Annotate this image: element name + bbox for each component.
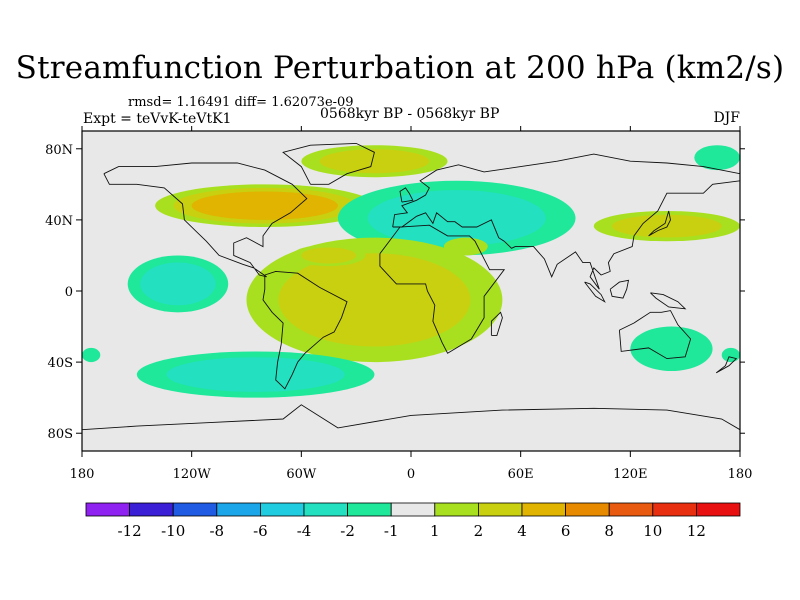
colorbar-swatch [303,502,348,517]
colorbar-swatch [652,502,697,517]
colorbar-swatch [608,502,654,517]
field-region-7-level-0 [630,326,713,371]
x-tick-label: 120E [613,467,647,482]
field-region-4-level-1 [278,253,471,347]
period-subtitle: 0568kyr BP - 0568kyr BP [320,106,500,122]
y-tick-label: 80N [45,143,73,158]
coastline-great-britain [399,187,414,203]
coastline-africa [379,224,506,354]
y-axis: 80N 40N 0 40S 80S [45,143,745,442]
colorbar-label: 12 [687,522,706,540]
coastline-borneo [609,279,630,299]
colorbar-swatch [565,502,610,517]
colorbar-swatch [521,502,566,517]
colorbar-label: -8 [209,522,224,540]
colorbar-label: 4 [517,522,527,540]
coastline-madagascar [490,311,503,336]
field-region-11-level-0 [82,347,101,363]
field-region-0-level-2 [191,191,338,220]
field-region-12-level-0 [721,347,740,363]
colorbar-swatch [434,502,479,517]
field-region-9-level-0 [694,145,740,171]
y-tick-label: 40N [45,214,73,229]
colorbar: -12 -10 -8 -6 -4 -2 -1 1 2 4 6 8 10 12 [85,502,741,540]
colorbar-swatch [172,502,218,517]
coastline-japan [648,210,671,237]
x-tick-label: 60W [286,467,317,482]
y-tick-label: 0 [65,285,73,300]
colorbar-label: -1 [384,522,399,540]
field-region-10-level-0 [443,237,488,256]
experiment-subtitle: Expt = teVvK-teVtK1 [83,111,232,127]
x-tick-label: 120W [173,467,212,482]
field-region-2-level-1 [367,190,546,247]
stats-subtitle: rmsd= 1.16491 diff= 1.62073e-09 [128,95,354,110]
y-tick-label: 40S [48,356,73,371]
field-region-3-level-1 [140,262,216,306]
coastline-sumatra [584,281,606,303]
x-axis: 180 120W 60W 0 60E 120E 180 [70,126,753,482]
coastline-antarctica [82,404,740,431]
x-tick-label: 0 [407,467,415,482]
colorbar-label: -10 [161,522,185,540]
season-subtitle: DJF [713,110,740,126]
colorbar-label: -6 [253,522,268,540]
coastline-new-zealand [715,356,738,374]
chart-title: Streamfunction Perturbation at 200 hPa (… [15,50,785,86]
y-tick-label: 80S [48,427,73,442]
coastline-eurasia [392,153,740,290]
colorbar-label: 1 [430,522,440,540]
colorbar-swatch [129,502,174,517]
coastline-australia [618,310,692,360]
colorbar-label: -12 [118,522,142,540]
colorbar-swatch [347,502,392,517]
coastline-south-america [262,270,348,390]
field-shading [82,145,740,398]
field-region-6-level-1 [166,357,345,392]
colorbar-swatch [477,502,523,517]
colorbar-label: -4 [297,522,312,540]
coastlines [82,142,740,431]
colorbar-label: 6 [561,522,571,540]
colorbar-swatch [85,502,130,517]
coastline-new-guinea [650,292,687,310]
colorbar-swatch [216,502,261,517]
x-tick-label: 60E [508,467,534,482]
colorbar-swatch [390,502,436,517]
colorbar-swatch [259,502,305,517]
field-region-5-level-1 [301,247,357,264]
x-tick-label: 180 [728,467,753,482]
x-tick-label: 180 [70,467,95,482]
colorbar-label: 8 [604,522,614,540]
coastline-greenland [282,142,375,185]
colorbar-label: 2 [474,522,484,540]
coastline-north-america [103,162,308,278]
colorbar-label: -2 [340,522,355,540]
field-region-1-level-1 [319,149,430,174]
colorbar-label: 10 [643,522,662,540]
colorbar-swatch [696,502,741,517]
